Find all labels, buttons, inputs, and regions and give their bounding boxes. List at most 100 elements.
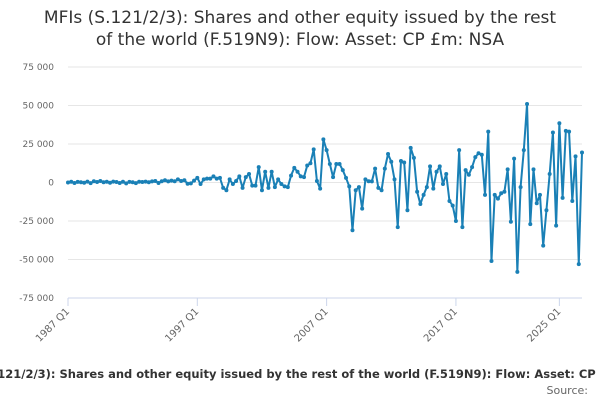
data-point[interactable]: [525, 101, 530, 106]
data-point[interactable]: [550, 130, 555, 135]
data-point[interactable]: [143, 179, 148, 184]
data-point[interactable]: [528, 222, 533, 227]
data-point[interactable]: [285, 185, 290, 190]
data-point[interactable]: [130, 180, 135, 185]
data-point[interactable]: [466, 172, 471, 177]
data-point[interactable]: [137, 179, 142, 184]
data-point[interactable]: [327, 162, 332, 167]
data-point[interactable]: [259, 188, 264, 193]
data-point[interactable]: [82, 180, 87, 185]
data-point[interactable]: [356, 185, 361, 190]
data-point[interactable]: [224, 188, 229, 193]
data-point[interactable]: [243, 175, 248, 180]
data-point[interactable]: [353, 188, 358, 193]
data-point[interactable]: [347, 184, 352, 189]
data-point[interactable]: [567, 129, 572, 134]
data-point[interactable]: [127, 179, 132, 184]
data-point[interactable]: [247, 172, 252, 177]
data-point[interactable]: [424, 185, 429, 190]
data-point[interactable]: [234, 178, 239, 183]
data-point[interactable]: [563, 128, 568, 133]
data-point[interactable]: [114, 180, 119, 185]
data-point[interactable]: [140, 180, 145, 185]
data-point[interactable]: [460, 225, 465, 230]
data-point[interactable]: [66, 180, 70, 185]
data-point[interactable]: [253, 183, 258, 188]
data-point[interactable]: [447, 198, 452, 203]
data-point[interactable]: [428, 164, 433, 169]
data-point[interactable]: [479, 152, 484, 157]
data-point[interactable]: [75, 179, 80, 184]
data-point[interactable]: [389, 159, 394, 164]
data-point[interactable]: [405, 208, 410, 213]
data-point[interactable]: [573, 154, 578, 159]
data-point[interactable]: [418, 202, 423, 207]
data-point[interactable]: [415, 189, 420, 194]
data-point[interactable]: [580, 150, 584, 155]
data-point[interactable]: [208, 176, 213, 181]
data-point[interactable]: [98, 178, 103, 183]
data-point[interactable]: [444, 172, 449, 177]
data-point[interactable]: [198, 182, 203, 187]
data-point[interactable]: [211, 174, 216, 179]
data-point[interactable]: [450, 203, 455, 208]
data-point[interactable]: [531, 167, 536, 172]
data-point[interactable]: [505, 167, 510, 172]
data-point[interactable]: [515, 269, 520, 274]
data-point[interactable]: [301, 175, 306, 180]
data-point[interactable]: [366, 179, 371, 184]
data-point[interactable]: [489, 259, 494, 264]
data-point[interactable]: [486, 129, 491, 134]
data-point[interactable]: [560, 195, 565, 200]
data-point[interactable]: [508, 219, 513, 224]
data-point[interactable]: [133, 181, 138, 186]
data-point[interactable]: [269, 169, 274, 174]
data-point[interactable]: [91, 179, 96, 184]
data-point[interactable]: [195, 175, 200, 180]
data-point[interactable]: [308, 161, 313, 166]
data-point[interactable]: [360, 206, 365, 211]
data-point[interactable]: [483, 192, 488, 197]
data-point[interactable]: [221, 185, 226, 190]
data-point[interactable]: [537, 192, 542, 197]
data-point[interactable]: [289, 173, 294, 178]
data-point[interactable]: [250, 183, 255, 188]
data-point[interactable]: [314, 178, 319, 183]
data-point[interactable]: [95, 180, 100, 185]
data-point[interactable]: [492, 192, 497, 197]
data-point[interactable]: [172, 179, 177, 184]
data-point[interactable]: [104, 179, 109, 184]
data-point[interactable]: [321, 137, 326, 142]
data-point[interactable]: [311, 147, 316, 152]
data-point[interactable]: [334, 162, 339, 167]
data-point[interactable]: [373, 166, 378, 171]
data-point[interactable]: [544, 208, 549, 213]
data-point[interactable]: [85, 179, 90, 184]
data-point[interactable]: [276, 177, 281, 182]
data-point[interactable]: [295, 169, 300, 174]
data-point[interactable]: [541, 243, 546, 248]
data-point[interactable]: [453, 219, 458, 223]
data-point[interactable]: [386, 152, 391, 157]
data-point[interactable]: [305, 163, 310, 168]
data-point[interactable]: [182, 178, 187, 183]
data-point[interactable]: [201, 177, 206, 182]
data-point[interactable]: [421, 192, 426, 197]
data-point[interactable]: [324, 148, 329, 153]
data-point[interactable]: [437, 164, 442, 169]
data-point[interactable]: [185, 181, 190, 186]
data-point[interactable]: [263, 169, 268, 174]
data-point[interactable]: [502, 189, 507, 194]
data-point[interactable]: [495, 196, 500, 201]
data-point[interactable]: [150, 179, 155, 184]
data-point[interactable]: [547, 172, 552, 177]
data-point[interactable]: [169, 178, 174, 183]
data-point[interactable]: [457, 148, 462, 153]
data-point[interactable]: [463, 168, 468, 173]
data-point[interactable]: [217, 175, 222, 180]
data-point[interactable]: [554, 223, 559, 228]
data-point[interactable]: [69, 179, 74, 184]
data-point[interactable]: [240, 185, 245, 190]
data-point[interactable]: [337, 162, 342, 167]
data-point[interactable]: [408, 145, 413, 150]
